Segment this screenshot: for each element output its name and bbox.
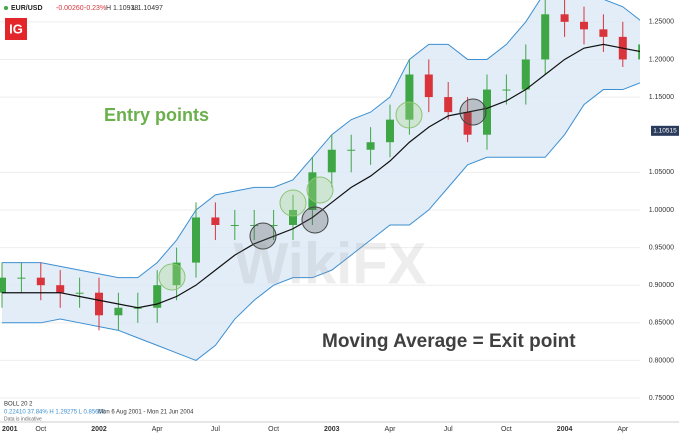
x-tick-label: Apr	[152, 426, 164, 433]
low: L 1.10497	[132, 5, 163, 12]
high: H 1.10938	[106, 5, 138, 12]
annotation: Moving Average = Exit point	[322, 331, 576, 352]
y-tick-label: 1.00000	[649, 207, 674, 214]
candle-body	[599, 29, 608, 37]
candle-body	[250, 224, 259, 226]
candle-body	[444, 97, 453, 113]
exit-circles	[249, 98, 487, 250]
candle-body	[95, 292, 103, 316]
candle-body	[502, 89, 511, 91]
y-tick-label: 1.05000	[649, 169, 674, 176]
candle-body	[211, 217, 220, 225]
entry-circle	[158, 263, 186, 291]
exit-circle	[301, 206, 329, 234]
candle-body	[521, 59, 530, 90]
x-tick-label: Jul	[211, 426, 220, 433]
indicator-range: Mon 6 Aug 2001 - Mon 21 Jun 2004	[98, 410, 194, 416]
candle-body	[114, 307, 123, 316]
candle-body	[192, 217, 200, 263]
x-tick-label: Apr	[617, 426, 629, 433]
y-tick-label: 0.85000	[649, 320, 674, 327]
y-tick-label: 1.15000	[649, 94, 674, 101]
entry-circles	[158, 101, 423, 291]
band-fill	[2, 0, 640, 361]
x-tick-label: 2004	[557, 426, 573, 433]
candle-body	[327, 149, 336, 173]
candle-body	[483, 89, 491, 135]
y-tick-label: 0.95000	[649, 244, 674, 251]
candle-body	[0, 277, 6, 293]
candle-body	[405, 74, 414, 120]
candle-body	[541, 14, 550, 60]
candle-body	[366, 142, 375, 150]
indicator-name: BOLL 20 2	[4, 402, 33, 408]
status-dot	[4, 6, 8, 10]
y-axis: 0.75000 0.80000 0.85000 0.90000 0.95000 1.000…	[649, 19, 679, 402]
x-tick-label: Jul	[444, 426, 453, 433]
candle-body	[658, 44, 666, 45]
candle-body	[75, 292, 84, 294]
x-tick-label: 2002	[91, 426, 107, 433]
note: Data is indicative	[4, 416, 42, 422]
x-tick-label: 2003	[324, 426, 340, 433]
entry-circle	[306, 176, 334, 204]
entry-circle	[279, 189, 307, 217]
indicator-stats: 0.22410 37.84% H 1.29275 L 0.85650	[4, 410, 106, 416]
change: -0.00260	[56, 5, 84, 12]
entry-circle	[395, 101, 423, 129]
price-badge	[651, 125, 679, 136]
candle-body	[269, 224, 278, 226]
symbol: EUR/USD	[11, 5, 43, 12]
candle-body	[386, 119, 394, 143]
candle-body	[424, 74, 433, 98]
candle-body	[230, 224, 239, 226]
x-axis: 2001 Oct 2002 Apr Jul Oct 2003 Apr Jul Oct 2004 Apr	[2, 426, 629, 433]
price-label: 1.10515	[653, 128, 677, 135]
candle-body	[153, 285, 162, 308]
moving-average	[2, 43, 640, 309]
exit-circle	[249, 222, 277, 250]
logo: IG	[9, 21, 23, 36]
y-tick-label: 1.20000	[649, 56, 674, 63]
y-tick-label: 1.25000	[649, 19, 674, 26]
y-tick-label: 0.90000	[649, 282, 674, 289]
candle-body	[17, 277, 26, 279]
candle-body	[580, 21, 588, 30]
y-tick-label: 0.80000	[649, 357, 674, 364]
candle-body	[172, 262, 181, 286]
candle-body	[289, 209, 297, 225]
candle-body	[308, 172, 317, 210]
x-tick-label: Apr	[385, 426, 397, 433]
watermark: WikiFX	[234, 231, 427, 296]
candle-body	[36, 277, 45, 286]
x-tick-label: Oct	[501, 426, 512, 433]
band-line	[2, 82, 640, 362]
x-tick-label: Oct	[35, 426, 46, 433]
change-pct: -0.23%	[84, 5, 106, 12]
x-tick-label: Oct	[268, 426, 279, 433]
y-tick-label: 0.75000	[649, 395, 674, 402]
annotation: Entry points	[104, 105, 209, 125]
candle-body	[347, 149, 356, 151]
logo-box	[5, 18, 27, 40]
candle-body	[560, 14, 569, 22]
x-tick-label: 2001	[2, 426, 18, 433]
candle-body	[56, 285, 65, 293]
exit-circle	[459, 98, 487, 126]
